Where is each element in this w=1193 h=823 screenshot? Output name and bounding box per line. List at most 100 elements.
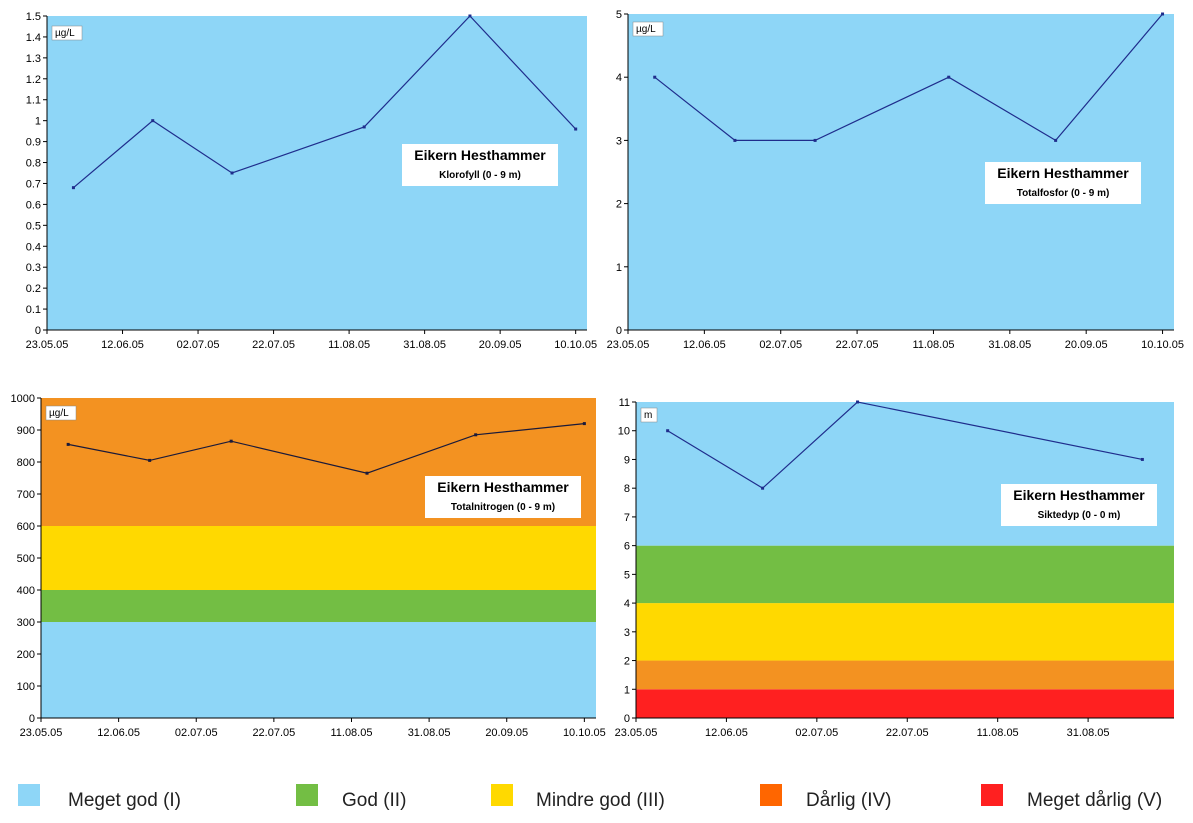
- title-box: Eikern Hesthammer Totalfosfor (0 - 9 m): [985, 162, 1141, 204]
- data-point: [474, 433, 478, 437]
- x-tick-label: 10.10.05: [563, 727, 606, 739]
- y-tick-label: 1: [616, 262, 622, 274]
- quality-band: [636, 545, 1174, 604]
- chart-3: 0 100 200 300 400 500 600 700 800 900 1000 23.05.05…: [11, 393, 606, 739]
- y-tick-label: 0.3: [26, 262, 41, 274]
- chart-title: Eikern Hesthammer: [997, 165, 1129, 181]
- y-tick-label: 2: [624, 656, 630, 668]
- y-tick-label: 200: [17, 649, 35, 661]
- x-tick-label: 31.08.05: [403, 339, 446, 351]
- y-tick-label: 1.3: [26, 53, 41, 65]
- x-tick-label: 12.06.05: [101, 339, 144, 351]
- data-point: [574, 127, 578, 131]
- unit-label: m: [644, 410, 652, 421]
- y-tick-label: 0: [29, 713, 35, 725]
- quality-band: [636, 603, 1174, 661]
- unit-box-background: [45, 405, 77, 421]
- y-tick-label: 8: [624, 483, 630, 495]
- x-tick-label: 31.08.05: [1067, 727, 1110, 739]
- data-point: [856, 400, 860, 404]
- x-tick-label: 20.09.05: [1065, 339, 1108, 351]
- y-tick-label: 1.5: [26, 11, 41, 23]
- legend-label: Meget dårlig (V): [1027, 790, 1163, 811]
- unit-label: µg/L: [55, 28, 75, 39]
- title-box-background: [402, 144, 558, 186]
- y-tick-label: 2: [616, 199, 622, 211]
- quality-band: [41, 622, 596, 718]
- title-box-background: [425, 476, 581, 518]
- y-tick-label: 0: [35, 325, 41, 337]
- x-tick-label: 20.09.05: [485, 727, 528, 739]
- y-tick-label: 11: [619, 397, 630, 409]
- x-tick-label: 11.08.05: [912, 339, 954, 351]
- y-tick-label: 1000: [11, 393, 35, 405]
- x-tick-label: 11.08.05: [330, 727, 372, 739]
- data-point: [362, 125, 366, 129]
- series-line: [73, 15, 577, 189]
- unit-box-background: [51, 25, 83, 41]
- y-tick-label: 9: [624, 454, 630, 466]
- data-point: [947, 75, 951, 79]
- unit-label-box: µg/L: [632, 21, 664, 37]
- data-point: [1140, 457, 1144, 461]
- y-tick-label: 4: [624, 598, 630, 610]
- x-tick-label: 22.07.05: [252, 339, 295, 351]
- legend-swatch-green: [296, 784, 318, 806]
- y-tick-label: 5: [624, 569, 630, 581]
- x-tick-label: 12.06.05: [683, 339, 726, 351]
- chart-title: Eikern Hesthammer: [414, 147, 546, 163]
- chart-subtitle: Klorofyll (0 - 9 m): [439, 170, 521, 181]
- data-point: [151, 119, 155, 123]
- y-tick-label: 900: [17, 425, 35, 437]
- title-box-background: [1001, 484, 1157, 526]
- y-tick-label: 800: [17, 457, 35, 469]
- title-box: Eikern Hesthammer Siktedyp (0 - 0 m): [1001, 484, 1157, 526]
- unit-label: µg/L: [49, 408, 69, 419]
- data-point: [733, 138, 737, 142]
- x-tick-label: 20.09.05: [479, 339, 522, 351]
- y-tick-label: 0.8: [26, 158, 41, 170]
- unit-label: µg/L: [636, 24, 656, 35]
- y-tick-label: 1.1: [26, 95, 41, 107]
- x-tick-label: 22.07.05: [836, 339, 879, 351]
- chart-title: Eikern Hesthammer: [1013, 487, 1145, 503]
- data-point: [761, 486, 765, 490]
- x-tick-label: 02.07.05: [795, 727, 838, 739]
- y-tick-label: 3: [616, 135, 622, 147]
- legend-label: Meget god (I): [68, 790, 181, 811]
- data-point: [66, 442, 70, 446]
- y-tick-label: 10: [618, 426, 630, 438]
- y-tick-label: 0.5: [26, 220, 41, 232]
- x-tick-label: 02.07.05: [177, 339, 220, 351]
- data-point: [1161, 12, 1165, 16]
- data-point: [813, 138, 817, 142]
- chart-4: 0 1 2 3 4 5 6 7 8 9 10 11 23.05.05 12.06.05 02.07.05 22…: [615, 397, 1174, 739]
- data-point: [148, 458, 152, 462]
- unit-box-background: [640, 407, 658, 423]
- y-tick-label: 0: [616, 325, 622, 337]
- x-tick-label: 23.05.05: [20, 727, 63, 739]
- legend-swatch-orange: [760, 784, 782, 806]
- y-tick-label: 7: [624, 512, 630, 524]
- x-tick-label: 31.08.05: [408, 727, 451, 739]
- chart-2: 0 1 2 3 4 5 23.05.05 12.06.05 02.07.05 22.07.05 11…: [607, 9, 1184, 351]
- legend-label: God (II): [342, 790, 407, 811]
- y-tick-label: 3: [624, 627, 630, 639]
- quality-band: [41, 590, 596, 622]
- chart-subtitle: Totalnitrogen (0 - 9 m): [451, 502, 555, 513]
- y-tick-label: 4: [616, 72, 622, 84]
- data-point: [71, 186, 75, 190]
- y-tick-label: 5: [616, 9, 622, 21]
- x-tick-label: 22.07.05: [886, 727, 929, 739]
- charts-canvas: 0 0.1 0.2 0.3 0.4 0.5 0.6 0.7 0.8 0.9 1 1.1 1.2 1.3 1.…: [11, 9, 1184, 739]
- title-box: Eikern Hesthammer Totalnitrogen (0 - 9 m): [425, 476, 581, 518]
- x-tick-label: 31.08.05: [988, 339, 1031, 351]
- unit-label-box: µg/L: [51, 25, 83, 41]
- y-tick-label: 0.9: [26, 137, 41, 149]
- chart-subtitle: Siktedyp (0 - 0 m): [1038, 510, 1121, 521]
- x-tick-label: 22.07.05: [252, 727, 295, 739]
- x-tick-label: 23.05.05: [615, 727, 658, 739]
- legend-swatch-red: [981, 784, 1003, 806]
- y-tick-label: 300: [17, 617, 35, 629]
- y-tick-label: 500: [17, 553, 35, 565]
